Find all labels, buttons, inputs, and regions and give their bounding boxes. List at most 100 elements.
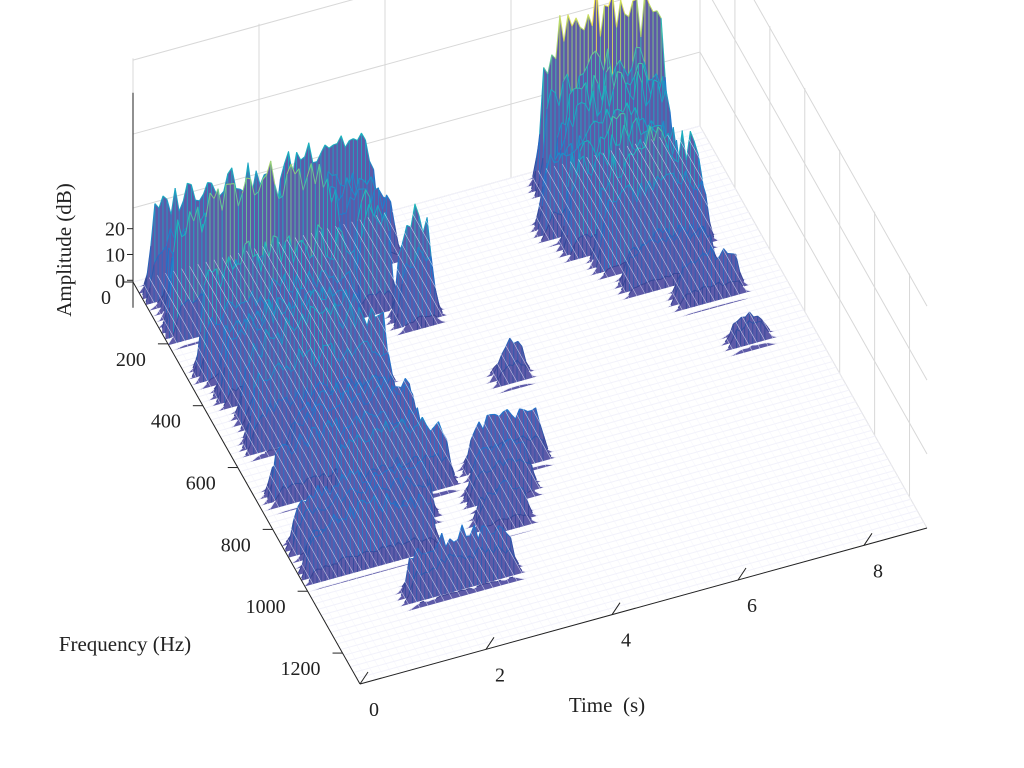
surface-row-line — [513, 175, 518, 178]
surface-row-line — [439, 342, 444, 345]
surface-row-line — [722, 230, 727, 234]
surface-row-line — [587, 14, 593, 27]
surface-row-line — [448, 299, 453, 302]
surface-row-line — [540, 247, 545, 250]
surface-row-line — [720, 218, 725, 221]
surface-row-line — [531, 323, 536, 326]
surface-row-line — [214, 417, 220, 420]
surface-row-line — [450, 279, 455, 282]
surface-row-line — [520, 312, 526, 316]
surface-row-line — [526, 231, 531, 234]
surface-row-line — [195, 199, 200, 202]
surface-row-line — [219, 191, 225, 197]
surface-row-line — [460, 197, 465, 200]
surface-row-line — [565, 300, 570, 303]
surface-row-line — [636, 0, 642, 37]
surface-row-line — [553, 270, 558, 273]
surface-row-line — [525, 305, 531, 308]
surface-row-line — [734, 194, 740, 197]
surface-row-line — [656, 10, 662, 19]
surface-row-line — [340, 184, 345, 187]
surface-row-line — [448, 193, 454, 196]
surface-row-line — [535, 134, 541, 172]
surface-row-line — [446, 346, 451, 349]
surface-row-line — [523, 259, 528, 262]
surface-row-line — [433, 356, 438, 360]
surface-row-line — [516, 320, 521, 324]
surface-row-line — [457, 317, 463, 320]
surface-row-line — [728, 216, 733, 219]
surface-row-line — [479, 330, 484, 334]
surface-row-line — [540, 314, 545, 317]
surface-row-line — [717, 205, 723, 208]
surface-row-line — [431, 237, 437, 241]
surface-row-line — [511, 262, 516, 265]
surface-row-line — [722, 197, 727, 200]
surface-row-line — [617, 71, 622, 74]
surface-row-line — [729, 202, 735, 205]
surface-row-line — [516, 188, 521, 191]
surface-row-line — [753, 235, 758, 238]
surface-row-line — [559, 315, 565, 318]
surface-row-line — [469, 247, 475, 250]
surface-row-line — [478, 238, 484, 241]
surface-row-line — [284, 151, 290, 164]
surface-row-line — [520, 213, 526, 216]
surface-row-line — [350, 188, 356, 196]
surface-row-line — [494, 207, 499, 210]
surface-row-line — [523, 325, 528, 328]
surface-row-line — [500, 318, 505, 321]
surface-row-line — [455, 204, 460, 208]
surface-row-line — [511, 255, 517, 258]
surface-row-line — [146, 245, 152, 278]
surface-row-line — [431, 204, 437, 207]
surface-row-line — [763, 252, 768, 256]
surface-row-line — [632, 0, 637, 2]
surface-row-line — [558, 296, 563, 299]
surface-row-line — [732, 248, 737, 251]
surface-row-line — [470, 273, 475, 276]
surface-row-line — [461, 282, 467, 285]
surface-row-line — [653, 79, 659, 83]
surface-row-line — [604, 303, 609, 306]
surface-row-line — [661, 89, 667, 103]
surface-row-line — [591, 0, 596, 26]
surface-row-line — [554, 264, 559, 267]
surface-row-line — [491, 294, 497, 297]
surface-row-line — [750, 230, 755, 233]
surface-row-line — [601, 72, 607, 101]
surface-row-line — [428, 232, 433, 235]
surface-row-line — [576, 271, 582, 274]
surface-row-line — [520, 246, 526, 249]
surface-row-line — [549, 272, 554, 275]
surface-row-line — [572, 305, 578, 308]
surface-row-line — [200, 400, 206, 404]
surface-row-line — [702, 137, 707, 140]
surface-row-line — [471, 200, 476, 203]
surface-row-line — [697, 144, 702, 148]
surface-row-line — [524, 311, 530, 314]
surface-row-line — [494, 307, 499, 310]
surface-row-line — [535, 322, 540, 325]
surface-row-line — [576, 102, 582, 106]
surface-row-line — [725, 203, 731, 206]
surface-row-line — [467, 234, 472, 237]
surface-row-line — [500, 252, 505, 255]
surface-row-line — [515, 195, 520, 198]
surface-row-line — [322, 178, 328, 188]
surface-row-line — [436, 230, 441, 233]
surface-row-line — [439, 335, 445, 338]
surface-row-line — [354, 178, 360, 196]
surface-row-line — [520, 286, 525, 289]
surface-row-line — [204, 406, 209, 409]
surface-row-line — [551, 284, 557, 287]
surface-row-line — [746, 224, 752, 227]
surface-row-line — [452, 232, 457, 235]
surface-row-line — [453, 218, 458, 221]
surface-row-line — [199, 193, 204, 202]
surface-row-line — [593, 299, 598, 302]
surface-row-line — [744, 211, 749, 214]
surface-row-line — [742, 232, 747, 235]
surface-row-line — [440, 328, 446, 331]
surface-row-line — [640, 0, 645, 37]
